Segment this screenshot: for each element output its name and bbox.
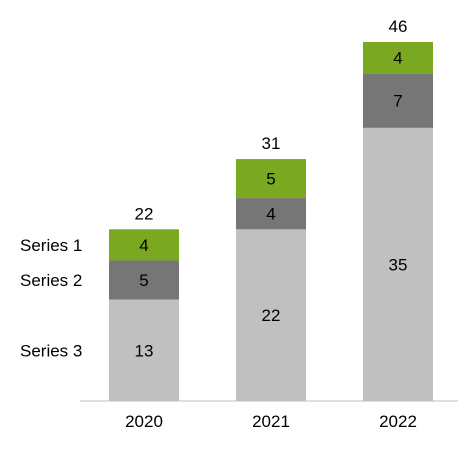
total-label: 31 (262, 134, 281, 153)
bar-segment-series-3-2022 (363, 127, 433, 401)
bar-segment-series-2-2020 (109, 260, 179, 300)
series-name-label: Series 2 (20, 271, 82, 290)
bar-segment-series-1-2022 (363, 42, 433, 74)
x-tick-label: 2021 (252, 412, 290, 431)
data-label: 35 (389, 255, 408, 274)
bar-segment-series-2-2021 (236, 198, 306, 230)
data-label: 4 (393, 49, 402, 68)
series-name-label: Series 1 (20, 236, 82, 255)
data-label: 7 (393, 92, 402, 111)
bar-segment-series-3-2021 (236, 229, 306, 401)
bar-segment-series-2-2022 (363, 73, 433, 128)
data-label: 5 (266, 170, 275, 189)
data-label: 4 (139, 236, 148, 255)
series-name-label: Series 3 (20, 341, 82, 360)
x-tick-label: 2022 (379, 412, 417, 431)
bar-segment-series-3-2020 (109, 299, 179, 401)
total-label: 46 (389, 17, 408, 36)
data-label: 5 (139, 271, 148, 290)
x-tick-label: 2020 (125, 412, 163, 431)
bar-segment-series-1-2021 (236, 159, 306, 199)
data-label: 4 (266, 205, 275, 224)
bar-segment-series-1-2020 (109, 229, 179, 261)
total-label: 22 (135, 204, 154, 223)
data-label: 13 (135, 341, 154, 360)
data-label: 22 (262, 306, 281, 325)
